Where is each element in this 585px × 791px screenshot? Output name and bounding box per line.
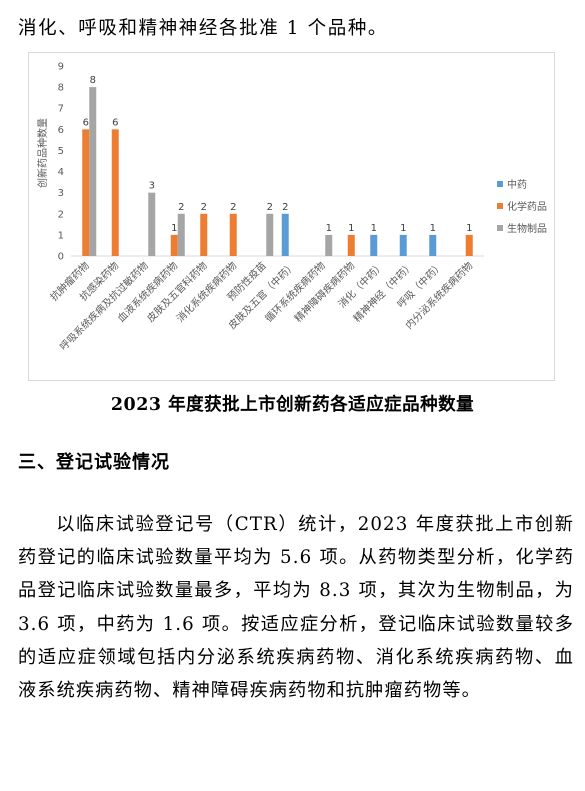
y-tick-label: 4 bbox=[58, 167, 64, 178]
legend-label: 中药 bbox=[507, 178, 527, 191]
data-label: 1 bbox=[326, 223, 332, 234]
data-label: 3 bbox=[149, 181, 155, 192]
legend-label: 生物制品 bbox=[507, 222, 547, 235]
bar bbox=[111, 129, 119, 256]
bar bbox=[229, 213, 237, 256]
data-label: 2 bbox=[178, 202, 184, 213]
y-tick-label: 2 bbox=[58, 209, 64, 220]
data-label: 2 bbox=[201, 202, 207, 213]
bar bbox=[347, 234, 355, 256]
y-axis-label: 创新药品种数量 bbox=[36, 118, 49, 188]
bar bbox=[399, 234, 407, 256]
y-tick-label: 0 bbox=[58, 252, 64, 263]
section-heading: 三、登记试验情况 bbox=[18, 452, 170, 473]
y-tick-label: 3 bbox=[58, 188, 64, 199]
data-label: 2 bbox=[267, 202, 273, 213]
y-tick-label: 9 bbox=[58, 62, 64, 73]
bar bbox=[148, 192, 156, 256]
body-paragraph: 以临床试验登记号（CTR）统计，2023 年度获批上市创新药登记的临床试验数量平… bbox=[18, 508, 574, 707]
bar bbox=[89, 87, 97, 256]
data-label: 1 bbox=[171, 223, 177, 234]
intro-text-line: 消化、呼吸和精神神经各批准 1 个品种。 bbox=[18, 18, 389, 39]
data-label: 2 bbox=[230, 202, 236, 213]
legend-swatch bbox=[497, 225, 503, 231]
data-label: 6 bbox=[112, 117, 118, 128]
y-tick-label: 5 bbox=[58, 146, 64, 157]
bar bbox=[177, 213, 185, 256]
paragraph-text: 以临床试验登记号（CTR）统计，2023 年度获批上市创新药登记的临床试验数量平… bbox=[18, 514, 574, 702]
bar-chart: 0 1 2 3 4 5 6 7 8 9 创新药品种数量 6 8 抗肿瘤药物 6 抗感染药物 3 呼吸系统疾病及抗过… bbox=[28, 52, 555, 381]
legend-label: 化学药品 bbox=[507, 200, 547, 213]
legend-swatch bbox=[497, 181, 503, 187]
bar bbox=[200, 213, 208, 256]
y-tick-label: 8 bbox=[58, 83, 64, 94]
data-label: 1 bbox=[466, 223, 472, 234]
bar bbox=[82, 129, 90, 256]
data-label: 1 bbox=[400, 223, 406, 234]
bar bbox=[281, 213, 289, 256]
bar bbox=[429, 234, 437, 256]
y-tick-label: 6 bbox=[58, 125, 64, 136]
bar bbox=[370, 234, 378, 256]
data-label: 2 bbox=[282, 202, 288, 213]
bar bbox=[266, 213, 274, 256]
data-label: 1 bbox=[348, 223, 354, 234]
data-label: 6 bbox=[83, 117, 89, 128]
bar bbox=[170, 234, 178, 256]
data-label: 1 bbox=[371, 223, 377, 234]
legend-swatch bbox=[497, 203, 503, 209]
data-label: 1 bbox=[430, 223, 436, 234]
data-label: 8 bbox=[90, 75, 96, 86]
y-tick-label: 1 bbox=[58, 230, 64, 241]
y-tick-label: 7 bbox=[58, 104, 64, 115]
bar bbox=[325, 234, 333, 256]
bar bbox=[465, 234, 473, 256]
chart-caption: 2023 年度获批上市创新药各适应症品种数量 bbox=[110, 395, 475, 415]
